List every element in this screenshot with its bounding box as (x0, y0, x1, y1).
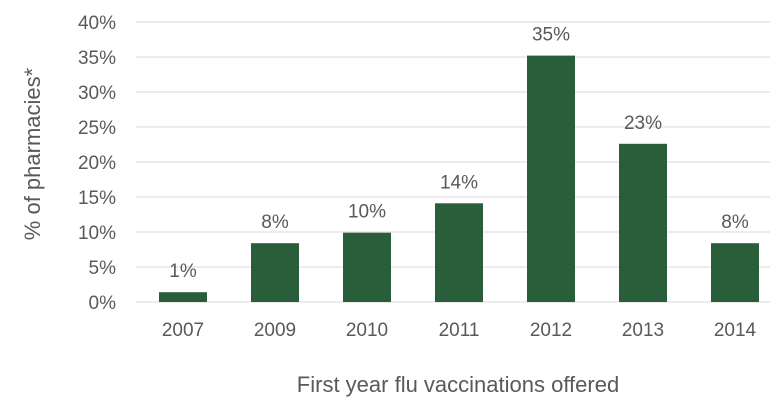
y-tick-label: 10% (78, 223, 116, 244)
y-tick-label: 30% (78, 83, 116, 104)
data-label-2011: 14% (440, 172, 478, 193)
y-tick-label: 20% (78, 153, 116, 174)
y-axis-ticks: 0% 5% 10% 15% 20% 25% 30% 35% 40% (78, 13, 116, 314)
y-tick-label: 15% (78, 188, 116, 209)
data-labels: 1% 8% 10% 14% 35% 23% 8% (169, 25, 749, 283)
data-label-2010: 10% (348, 202, 386, 223)
x-tick-label: 2012 (530, 320, 572, 341)
bar-2010 (343, 232, 391, 302)
bar-2014 (711, 243, 759, 302)
y-tick-label: 5% (89, 258, 117, 279)
x-tick-label: 2009 (254, 320, 296, 341)
bar-2013 (619, 143, 667, 302)
data-label-2013: 23% (624, 113, 662, 134)
data-label-2014: 8% (721, 212, 749, 233)
x-tick-label: 2014 (714, 320, 757, 341)
y-tick-label: 40% (78, 13, 116, 34)
bar-2009 (251, 243, 299, 302)
x-axis-ticks: 2007 2009 2010 2011 2012 2013 2014 (162, 320, 757, 341)
x-tick-label: 2013 (622, 320, 664, 341)
y-tick-label: 35% (78, 48, 116, 69)
x-tick-label: 2010 (346, 320, 388, 341)
x-tick-label: 2011 (439, 320, 480, 341)
y-tick-label: 0% (89, 293, 117, 314)
bar-2012 (527, 55, 575, 302)
x-tick-label: 2007 (162, 320, 204, 341)
gridlines (136, 21, 770, 303)
x-axis-title: First year flu vaccinations offered (297, 372, 619, 397)
bar-2007 (159, 292, 207, 302)
bar-2011 (435, 203, 483, 302)
data-label-2012: 35% (532, 25, 570, 46)
y-tick-label: 25% (78, 118, 116, 139)
y-axis-title: % of pharmacies* (20, 67, 45, 240)
data-label-2007: 1% (169, 261, 197, 282)
bars (159, 55, 759, 302)
data-label-2009: 8% (261, 212, 289, 233)
